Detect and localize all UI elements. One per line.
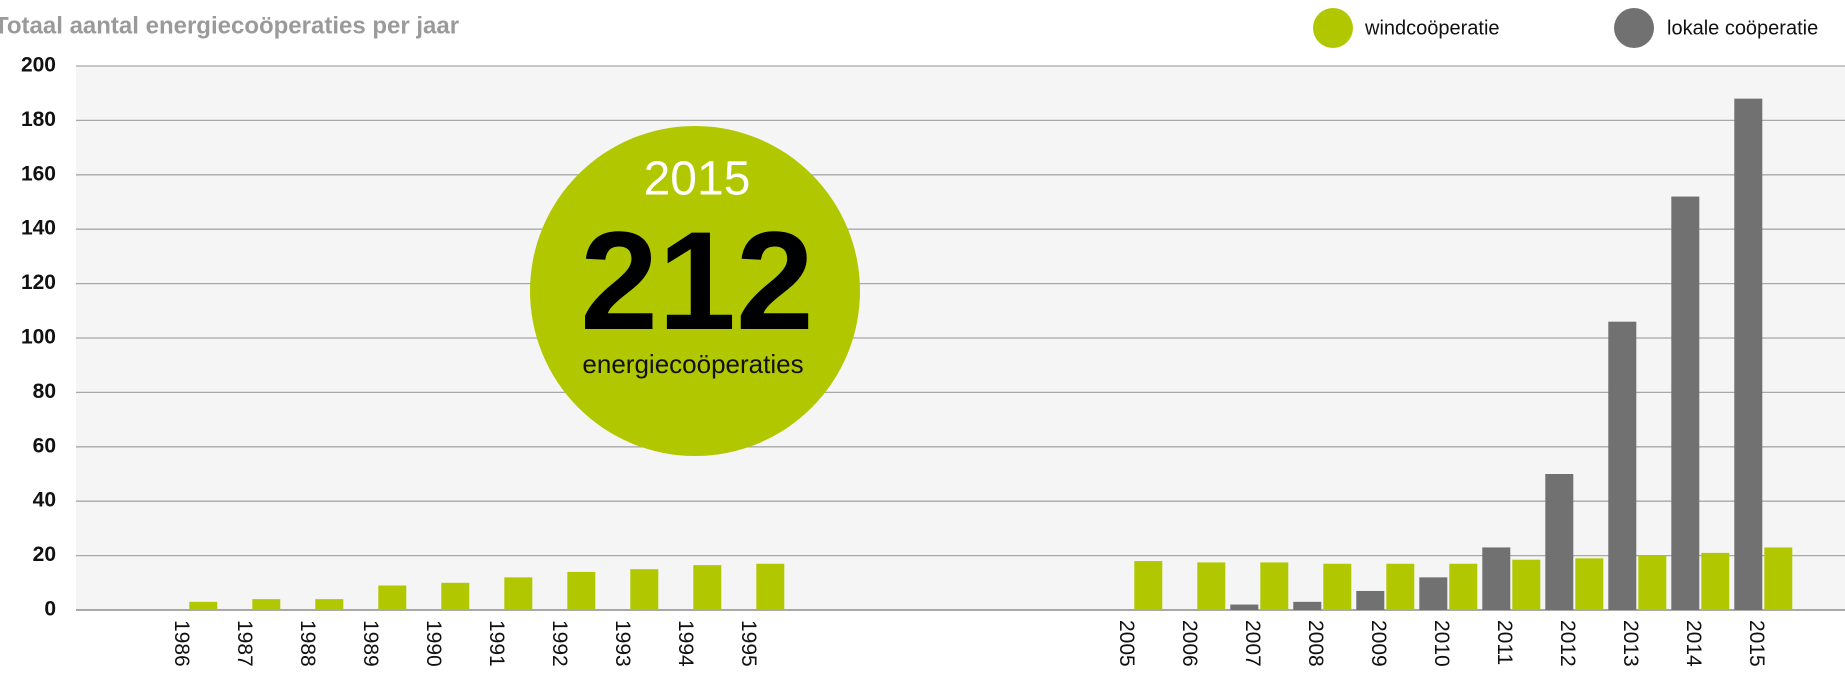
annotation-total: 212 [580, 202, 814, 359]
bar [630, 569, 659, 610]
bar [252, 599, 281, 610]
x-tick-label: 2005 [1115, 620, 1138, 667]
bar [1419, 577, 1448, 610]
bar [1638, 555, 1667, 610]
x-tick-label: 1989 [359, 620, 382, 667]
x-tick-label: 1992 [548, 620, 571, 667]
bar [441, 582, 470, 610]
annotation-caption: energiecoöperaties [582, 349, 803, 379]
bar [504, 577, 533, 610]
bar [1701, 552, 1730, 610]
legend-label: windcoöperatie [1364, 17, 1500, 39]
bar [1260, 562, 1289, 610]
x-tick-label: 2012 [1556, 620, 1579, 667]
y-tick-label: 160 [21, 162, 56, 185]
bar [1575, 558, 1604, 610]
bar [1386, 563, 1415, 610]
y-tick-label: 180 [21, 108, 56, 131]
x-tick-label: 1988 [296, 620, 319, 667]
x-tick-label: 2008 [1304, 620, 1327, 667]
bar [315, 599, 344, 610]
bar [1512, 559, 1541, 610]
bar [1608, 321, 1637, 610]
x-tick-label: 1994 [674, 620, 697, 667]
y-tick-label: 0 [44, 598, 56, 621]
y-tick-label: 20 [33, 543, 56, 566]
x-tick-label: 2010 [1430, 620, 1453, 667]
y-tick-label: 100 [21, 326, 56, 349]
x-tick-label: 2006 [1178, 620, 1201, 667]
x-tick-label: 1993 [611, 620, 634, 667]
x-tick-label: 1991 [485, 620, 508, 667]
legend-swatch [1313, 8, 1353, 48]
bar [189, 601, 218, 610]
x-tick-label: 1995 [737, 620, 760, 667]
bar [1356, 590, 1385, 610]
bar [1197, 562, 1226, 610]
bar [1734, 98, 1763, 610]
x-tick-label: 2015 [1745, 620, 1768, 667]
bar [1293, 601, 1322, 610]
y-tick-label: 80 [33, 380, 56, 403]
x-tick-label: 2013 [1619, 620, 1642, 667]
legend-label: lokale coöperatie [1667, 17, 1818, 39]
chart-title: Totaal aantal energiecoöperaties per jaa… [0, 12, 459, 39]
bar [567, 571, 596, 610]
y-tick-label: 120 [21, 271, 56, 294]
annotation-circle [530, 126, 860, 456]
bar [1230, 604, 1259, 610]
bar [1545, 474, 1574, 610]
bar [378, 585, 407, 610]
y-tick-label: 60 [33, 434, 56, 457]
y-tick-label: 40 [33, 489, 56, 512]
annotation-year: 2015 [644, 153, 751, 206]
x-tick-label: 2011 [1493, 620, 1516, 665]
x-tick-label: 1990 [422, 620, 445, 667]
x-tick-label: 2014 [1682, 620, 1705, 667]
bar [1449, 563, 1478, 610]
x-tick-label: 1987 [233, 620, 256, 667]
bar [1134, 561, 1163, 610]
bar [693, 565, 722, 610]
bar [756, 563, 785, 610]
bar [1764, 547, 1793, 610]
legend-swatch [1614, 8, 1654, 48]
y-tick-label: 200 [21, 54, 56, 77]
x-tick-label: 2007 [1241, 620, 1264, 667]
x-tick-label: 2009 [1367, 620, 1390, 667]
bar [1671, 196, 1700, 610]
y-tick-label: 140 [21, 217, 56, 240]
x-tick-label: 1986 [170, 620, 193, 667]
bar [1323, 563, 1352, 610]
bar [1482, 547, 1511, 610]
